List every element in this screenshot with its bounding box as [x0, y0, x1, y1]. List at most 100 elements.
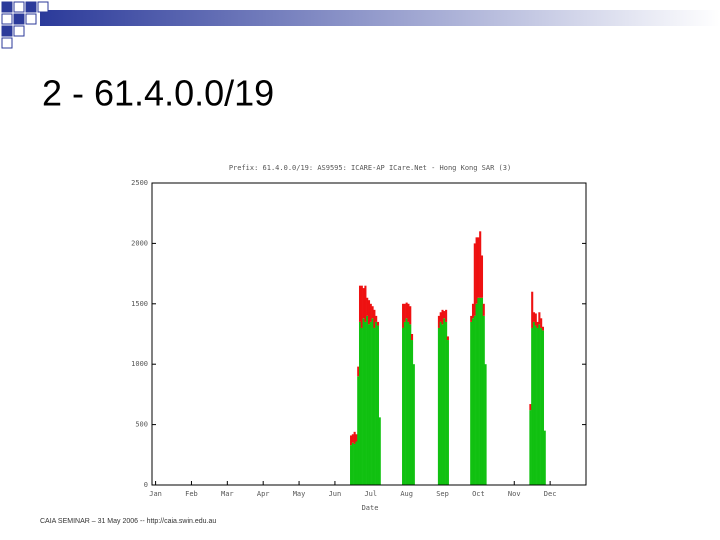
bar-segment	[350, 445, 353, 485]
bar-segment	[475, 237, 478, 304]
bar-segment	[484, 364, 487, 485]
bar-segment	[378, 417, 381, 485]
bar-segment	[470, 321, 473, 485]
bar-segment	[479, 231, 482, 298]
bar-segment	[409, 306, 412, 325]
bar-segment	[358, 321, 362, 485]
bar-segment	[482, 315, 485, 485]
bar-segment	[480, 255, 484, 298]
bar-segment	[541, 326, 545, 331]
y-tick-label: 0	[144, 481, 148, 489]
bar-segment	[367, 324, 371, 485]
bar-segment	[538, 324, 541, 485]
bar-segment	[543, 430, 546, 485]
bar-segment	[402, 327, 405, 485]
x-tick-label: May	[293, 490, 306, 498]
y-tick-label: 2500	[131, 179, 148, 187]
bar-segment	[373, 309, 376, 328]
bar-segment	[402, 303, 405, 328]
bar-segment	[541, 330, 545, 485]
bar-segment	[531, 291, 534, 328]
y-tick-label: 1500	[131, 300, 148, 308]
bar-segment	[443, 311, 446, 319]
y-tick-label: 2000	[131, 239, 148, 247]
bar-segment	[473, 315, 476, 485]
bar-segment	[439, 321, 442, 485]
x-tick-label: Aug	[400, 490, 413, 498]
bar-segment	[360, 327, 363, 485]
bar-segment	[407, 321, 410, 485]
bar-segment	[362, 318, 365, 485]
bar-segment	[529, 404, 532, 411]
x-tick-label: Apr	[257, 490, 270, 498]
bar-segment	[410, 340, 414, 485]
bar-segment	[403, 321, 406, 485]
bar-segment	[353, 431, 356, 444]
bar-segment	[367, 300, 371, 325]
bar-segment	[540, 318, 543, 328]
bar-segment	[471, 303, 475, 319]
bar-segment	[536, 321, 539, 328]
bar-segment	[441, 324, 444, 485]
bar-segment	[364, 285, 367, 322]
bar-segment	[529, 410, 532, 485]
bar-segment	[366, 315, 369, 485]
x-tick-label: Nov	[508, 490, 521, 498]
chart-title: Prefix: 61.4.0.0/19: AS9595: ICARE-AP IC…	[229, 164, 511, 172]
bar-segment	[364, 321, 367, 485]
header-bar	[40, 10, 720, 26]
bar-segment	[371, 306, 374, 319]
plot: 0 500 1000 1500 2000 2500 Jan Feb Mar Apr May Jun Ju…	[131, 179, 586, 498]
bar-segment	[437, 315, 440, 328]
x-tick-label: Jun	[329, 490, 342, 498]
bar-segment	[360, 285, 363, 328]
bar-segment	[473, 243, 476, 316]
bar-segment	[357, 366, 360, 377]
bar-segment	[480, 297, 484, 485]
bar-segment	[357, 376, 360, 485]
bar-segment	[534, 325, 537, 485]
bar-segment	[375, 321, 378, 485]
bar-segment	[409, 324, 412, 485]
bar-segment	[403, 303, 406, 322]
x-tick-label: Sep	[436, 490, 449, 498]
bar-segment	[534, 313, 537, 326]
x-tick-label: Feb	[185, 490, 198, 498]
plot-frame	[151, 182, 587, 486]
bar-segment	[376, 325, 380, 485]
bar-segment	[475, 303, 478, 485]
bar-segment	[471, 318, 475, 485]
bar-segment	[405, 318, 408, 485]
bar-segment	[446, 336, 449, 341]
bar-segment	[482, 303, 485, 316]
bar-segment	[439, 312, 442, 322]
bar-segment	[362, 288, 365, 319]
bar-segment	[405, 302, 408, 319]
bar-segment	[470, 315, 473, 322]
corner-squares	[1, 1, 49, 49]
bar-segment	[479, 297, 482, 485]
bar-segment	[355, 434, 358, 442]
bar-segment	[358, 285, 362, 322]
bar-segment	[477, 237, 480, 298]
bar-segment	[375, 315, 378, 322]
y-tick-label: 500	[135, 421, 148, 429]
bar-segment	[441, 309, 444, 325]
bar-segment	[536, 327, 539, 485]
bar-segment	[437, 327, 440, 485]
bar-segment	[445, 321, 448, 485]
bar-segment	[351, 442, 354, 485]
bar-segment	[369, 303, 372, 322]
x-tick-label: Jul	[364, 490, 377, 498]
bar-segment	[350, 435, 353, 446]
footer: CAIA SEMINAR – 31 May 2006 -- http://cai…	[40, 518, 216, 525]
bar-segment	[540, 327, 543, 485]
x-axis-label: Date	[362, 504, 379, 512]
bar-segment	[477, 297, 480, 485]
slide-title: 2 - 61.4.0.0/19	[42, 73, 274, 114]
bar-segment	[531, 327, 534, 485]
bar-segment	[369, 321, 372, 485]
bar-segment	[446, 340, 449, 485]
bar-segment	[410, 334, 414, 341]
